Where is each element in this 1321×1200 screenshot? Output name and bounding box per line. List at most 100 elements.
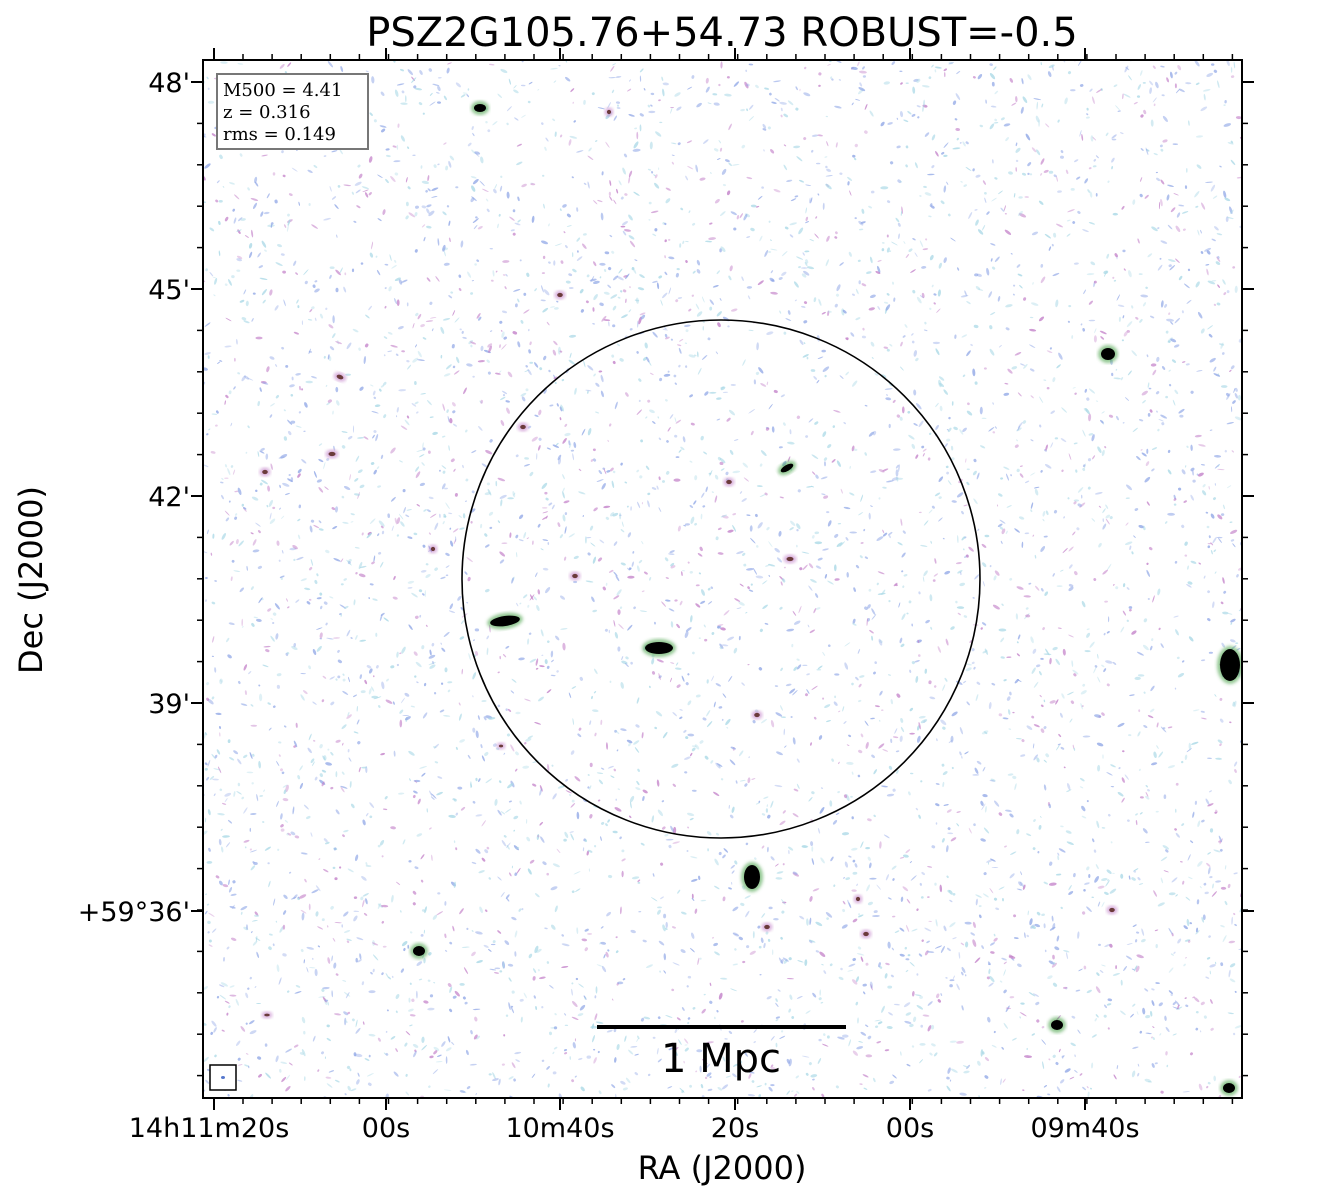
noise-speck: [672, 783, 676, 787]
noise-speck: [1218, 537, 1222, 543]
noise-speck: [911, 340, 915, 344]
noise-field: [203, 60, 1242, 1098]
noise-speck: [617, 296, 621, 299]
noise-speck: [901, 552, 906, 558]
noise-speck: [717, 322, 721, 328]
noise-speck: [949, 922, 956, 928]
noise-speck: [928, 432, 932, 435]
noise-speck: [345, 992, 350, 999]
noise-speck: [682, 436, 686, 443]
noise-speck: [379, 125, 387, 128]
noise-speck: [339, 149, 343, 155]
noise-speck: [1190, 444, 1193, 451]
noise-speck: [251, 622, 255, 627]
noise-speck: [943, 68, 947, 72]
noise-speck: [432, 431, 438, 435]
noise-speck: [718, 706, 723, 709]
noise-speck: [347, 868, 354, 873]
noise-speck: [290, 393, 294, 397]
noise-speck: [921, 939, 924, 942]
noise-speck: [230, 893, 237, 896]
noise-speck: [716, 311, 722, 317]
noise-speck: [757, 195, 763, 200]
noise-speck: [974, 574, 980, 580]
noise-speck: [301, 1048, 306, 1057]
noise-speck: [1016, 641, 1019, 644]
noise-speck: [220, 982, 228, 987]
noise-speck: [1174, 317, 1181, 324]
noise-speck: [518, 657, 525, 661]
noise-speck: [1040, 704, 1044, 708]
noise-speck: [913, 1016, 917, 1023]
noise-speck: [914, 660, 920, 663]
noise-speck: [1017, 273, 1023, 277]
noise-speck: [754, 513, 758, 518]
noise-speck: [743, 1050, 748, 1057]
noise-speck: [1214, 571, 1217, 574]
noise-speck: [394, 172, 399, 176]
noise-speck: [375, 255, 378, 258]
noise-speck: [998, 344, 1002, 348]
noise-speck: [600, 941, 607, 945]
noise-speck: [207, 931, 210, 934]
noise-speck: [998, 713, 1003, 717]
noise-speck: [935, 348, 940, 356]
noise-speck: [601, 171, 604, 176]
noise-speck: [1220, 925, 1225, 928]
noise-speck: [1086, 107, 1089, 111]
noise-speck: [786, 977, 794, 980]
noise-speck: [919, 195, 922, 197]
noise-speck: [323, 217, 331, 221]
noise-speck: [308, 203, 311, 206]
noise-speck: [913, 78, 919, 82]
noise-speck: [249, 752, 253, 759]
noise-speck: [501, 840, 507, 847]
noise-speck: [347, 711, 350, 717]
noise-speck: [583, 99, 586, 105]
noise-speck: [618, 180, 622, 186]
noise-speck: [520, 319, 524, 324]
noise-speck: [1208, 333, 1213, 338]
noise-speck: [1011, 102, 1017, 106]
noise-speck: [947, 427, 952, 433]
noise-speck: [241, 618, 243, 627]
noise-speck: [705, 486, 708, 493]
noise-speck: [946, 1085, 951, 1092]
noise-speck: [1176, 1006, 1183, 1011]
noise-speck: [769, 92, 772, 96]
noise-speck: [1090, 261, 1096, 266]
noise-speck: [474, 263, 477, 266]
noise-speck: [373, 469, 377, 475]
noise-speck: [318, 458, 324, 463]
noise-speck: [295, 599, 300, 603]
noise-speck: [586, 536, 592, 539]
noise-speck: [1023, 595, 1031, 598]
noise-speck: [1033, 98, 1042, 101]
noise-speck: [531, 215, 535, 223]
noise-speck: [815, 216, 818, 219]
noise-speck: [928, 76, 932, 80]
noise-speck: [1101, 901, 1105, 908]
noise-speck: [237, 372, 241, 375]
noise-speck: [482, 188, 489, 193]
noise-speck: [1085, 408, 1090, 415]
noise-speck: [794, 195, 799, 198]
noise-speck: [603, 505, 611, 509]
noise-speck: [798, 227, 804, 235]
noise-speck: [783, 566, 786, 569]
noise-speck: [1123, 268, 1126, 271]
noise-speck: [217, 813, 225, 816]
noise-speck: [529, 341, 532, 346]
noise-speck: [626, 505, 629, 508]
noise-speck: [1126, 587, 1130, 590]
noise-speck: [951, 766, 954, 770]
noise-speck: [1158, 751, 1164, 758]
noise-speck: [689, 460, 693, 463]
noise-speck: [1207, 325, 1213, 330]
noise-speck: [653, 174, 656, 177]
noise-speck: [899, 953, 905, 957]
noise-speck: [585, 389, 592, 392]
noise-speck: [326, 458, 330, 461]
noise-speck: [763, 796, 769, 799]
noise-speck: [325, 622, 328, 626]
